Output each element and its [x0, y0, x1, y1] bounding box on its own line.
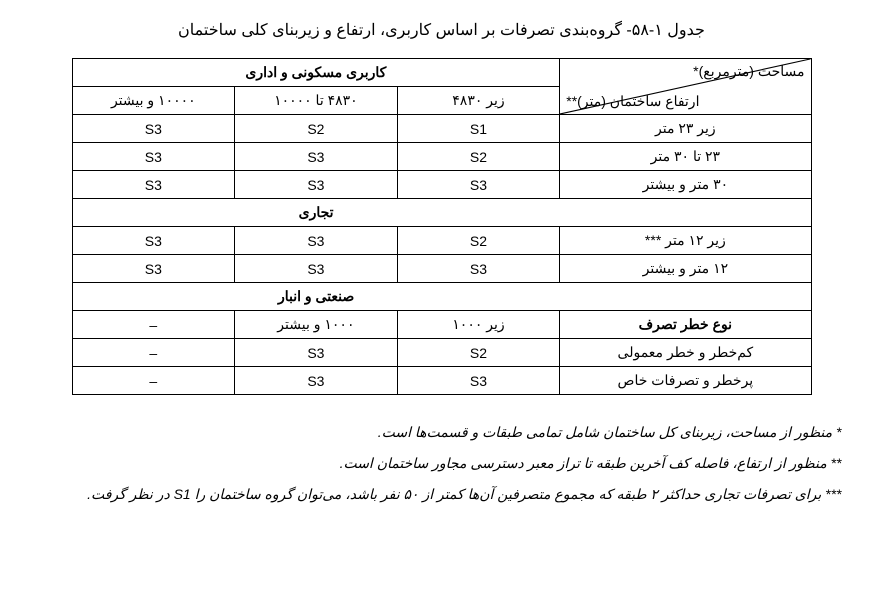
- cell-value: –: [72, 339, 235, 367]
- row-label: زیر ۱۲ متر ***: [560, 227, 811, 255]
- row-label: زیر ۲۳ متر: [560, 115, 811, 143]
- classification-table: مساحت (مترمربع)* ارتفاع ساختمان (متر)** …: [72, 58, 812, 395]
- cell-value: S3: [72, 115, 235, 143]
- height-label: ارتفاع ساختمان (متر)**: [566, 93, 699, 110]
- section1-col2: ۴۸۳۰ تا ۱۰۰۰۰: [235, 87, 398, 115]
- cell-value: S1: [397, 115, 560, 143]
- section1-col1: زیر ۴۸۳۰: [397, 87, 560, 115]
- table-row: زیر ۲۳ متر S1 S2 S3: [72, 115, 811, 143]
- footnote-2: ** منظور از ارتفاع، فاصله کف آخرین طبقه …: [42, 448, 842, 479]
- section2-spacer: [560, 199, 811, 227]
- cell-value: S3: [397, 171, 560, 199]
- cell-value: S3: [235, 171, 398, 199]
- cell-value: S3: [235, 227, 398, 255]
- table-row: کم‌خطر و خطر معمولی S2 S3 –: [72, 339, 811, 367]
- section3-col3: –: [72, 311, 235, 339]
- section3-col0: نوع خطر تصرف: [560, 311, 811, 339]
- cell-value: S3: [235, 255, 398, 283]
- cell-value: S3: [72, 227, 235, 255]
- cell-value: S3: [235, 367, 398, 395]
- row-label: پرخطر و تصرفات خاص: [560, 367, 811, 395]
- table-row: زیر ۱۲ متر *** S2 S3 S3: [72, 227, 811, 255]
- section2-header: تجاری: [72, 199, 560, 227]
- row-label: کم‌خطر و خطر معمولی: [560, 339, 811, 367]
- cell-value: S3: [72, 255, 235, 283]
- footnote-3: *** برای تصرفات تجاری حداکثر ۲ طبقه که م…: [42, 479, 842, 510]
- section1-col3: ۱۰۰۰۰ و بیشتر: [72, 87, 235, 115]
- section3-spacer: [560, 283, 811, 311]
- cell-value: S2: [397, 339, 560, 367]
- cell-value: –: [72, 367, 235, 395]
- row-label: ۳۰ متر و بیشتر: [560, 171, 811, 199]
- table-row: ۳۰ متر و بیشتر S3 S3 S3: [72, 171, 811, 199]
- table-row: پرخطر و تصرفات خاص S3 S3 –: [72, 367, 811, 395]
- section3-col1: زیر ۱۰۰۰: [397, 311, 560, 339]
- cell-value: S2: [397, 143, 560, 171]
- area-label: مساحت (مترمربع)*: [693, 63, 804, 80]
- table-title: جدول ۱-۵۸- گروه‌بندی تصرفات بر اساس کارب…: [40, 20, 843, 40]
- section1-header: کاربری مسکونی و اداری: [72, 59, 560, 87]
- footnote-1: * منظور از مساحت، زیربنای کل ساختمان شام…: [42, 417, 842, 448]
- section3-header: صنعتی و انبار: [72, 283, 560, 311]
- footnotes: * منظور از مساحت، زیربنای کل ساختمان شام…: [42, 417, 842, 509]
- cell-value: S2: [397, 227, 560, 255]
- cell-value: S3: [397, 255, 560, 283]
- cell-value: S2: [235, 115, 398, 143]
- table-row: ۱۲ متر و بیشتر S3 S3 S3: [72, 255, 811, 283]
- cell-value: S3: [235, 143, 398, 171]
- cell-value: S3: [397, 367, 560, 395]
- row-label: ۱۲ متر و بیشتر: [560, 255, 811, 283]
- cell-value: S3: [235, 339, 398, 367]
- cell-value: S3: [72, 143, 235, 171]
- table-row: ۲۳ تا ۳۰ متر S2 S3 S3: [72, 143, 811, 171]
- diagonal-header-cell: مساحت (مترمربع)* ارتفاع ساختمان (متر)**: [560, 59, 811, 115]
- section3-col2: ۱۰۰۰ و بیشتر: [235, 311, 398, 339]
- row-label: ۲۳ تا ۳۰ متر: [560, 143, 811, 171]
- cell-value: S3: [72, 171, 235, 199]
